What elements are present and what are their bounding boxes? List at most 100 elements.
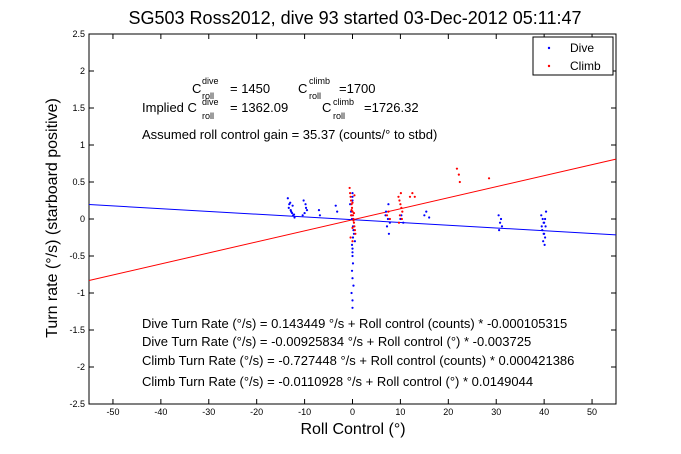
dive-point [388, 221, 391, 224]
climb-point [354, 232, 357, 235]
y-tick-label: -0.5 [69, 251, 85, 261]
implied-c-climb-symbol: C [322, 100, 331, 115]
equation-dive-counts: Dive Turn Rate (°/s) = 0.143449 °/s + Ro… [142, 316, 567, 331]
climb-point [401, 210, 404, 213]
dive-point [301, 214, 304, 217]
dive-point [351, 254, 354, 258]
climb-point [352, 211, 356, 215]
implied-climb-value: =1726.32 [364, 100, 419, 115]
x-tick-label: -30 [202, 407, 215, 417]
x-tick-label: 10 [395, 407, 405, 417]
dive-point [351, 306, 354, 309]
dive-point [305, 209, 309, 212]
dive-point [540, 214, 543, 217]
climb-point [349, 192, 352, 195]
x-tick-label: -20 [250, 407, 263, 417]
x-tick-label: -40 [154, 407, 167, 417]
dive-point [304, 206, 308, 209]
dive-point [351, 277, 354, 280]
climb-point [400, 206, 403, 209]
dive-point [318, 214, 322, 217]
dive-point [317, 209, 321, 212]
y-axis-ticks: -2.5 -2 -1.5 -1 -0.5 0 0.5 1 1.5 2 2.5 [69, 29, 616, 409]
equation-climb-counts: Climb Turn Rate (°/s) = -0.727448 °/s + … [142, 353, 574, 368]
climb-point [408, 195, 412, 198]
y-tick-label: -1.5 [69, 325, 85, 335]
dive-point [541, 229, 544, 232]
dive-point [287, 206, 290, 209]
climb-point [352, 219, 355, 222]
dive-point [498, 221, 502, 224]
climb-point [349, 199, 353, 202]
dive-point [387, 232, 391, 235]
climb-point [349, 214, 353, 217]
legend: Dive Climb [532, 36, 614, 76]
c-dive-symbol: C [192, 81, 201, 96]
climb-point [411, 192, 414, 195]
dive-point [542, 221, 545, 224]
c-climb-value: =1700 [339, 81, 376, 96]
dive-point [290, 210, 293, 213]
dive-point [292, 213, 296, 216]
x-axis-label: Roll Control (°) [300, 421, 405, 438]
dive-point [544, 225, 547, 228]
roll-centers-annotation: C dive roll = 1450 C climb roll =1700 Im… [142, 76, 437, 142]
dive-point [350, 291, 353, 295]
dive-point [543, 217, 547, 221]
dive-point [402, 221, 405, 224]
dive-point [543, 236, 547, 239]
dive-point [350, 243, 354, 246]
x-tick-label: 20 [443, 407, 453, 417]
dive-point [350, 269, 354, 272]
dive-point [384, 210, 388, 213]
chart-title: SG503 Ross2012, dive 93 started 03-Dec-2… [129, 8, 582, 28]
dive-point [351, 236, 355, 239]
climb-point [353, 229, 356, 232]
dive-point [293, 216, 296, 219]
implied-prefix: Implied C [142, 100, 197, 115]
dive-point [498, 229, 501, 232]
implied-climb-superscript: climb [333, 97, 354, 107]
x-tick-label: -50 [106, 407, 119, 417]
y-tick-label: 1 [80, 140, 85, 150]
dive-point [428, 216, 431, 219]
climb-point [350, 209, 353, 212]
dive-point [543, 243, 546, 246]
legend-dive-label: Dive [570, 41, 594, 55]
x-tick-label: 40 [539, 407, 549, 417]
x-tick-label: 50 [587, 407, 597, 417]
legend-dive-marker [547, 46, 551, 50]
dive-point [425, 210, 428, 213]
climb-point [413, 195, 416, 198]
climb-point [458, 180, 461, 184]
c-dive-value: = 1450 [230, 81, 270, 96]
equation-climb-degrees: Climb Turn Rate (°/s) = -0.0110928 °/s +… [142, 374, 533, 389]
dive-point [303, 211, 306, 215]
climb-point [350, 206, 354, 209]
dive-point [497, 214, 500, 217]
dive-point [387, 203, 390, 206]
dive-point [291, 204, 294, 207]
dive-point [351, 195, 354, 198]
implied-dive-subscript: roll [202, 111, 214, 121]
c-dive-subscript: roll [202, 91, 214, 101]
climb-point [348, 186, 351, 190]
climb-point [399, 192, 402, 195]
dive-point [544, 210, 548, 213]
climb-point [399, 203, 402, 206]
dive-point [352, 284, 355, 287]
climb-point [398, 199, 401, 202]
climb-point [398, 214, 402, 217]
dive-point [351, 299, 354, 302]
y-tick-label: 0.5 [72, 177, 85, 187]
x-tick-label: 30 [491, 407, 501, 417]
climb-point [457, 173, 460, 176]
assumed-gain-text: Assumed roll control gain = 35.37 (count… [142, 127, 437, 142]
climb-point [385, 214, 389, 217]
y-tick-label: 1.5 [72, 103, 85, 113]
x-tick-label: -10 [298, 407, 311, 417]
dive-point [336, 210, 339, 213]
climb-point [400, 217, 403, 221]
climb-point [349, 195, 352, 198]
